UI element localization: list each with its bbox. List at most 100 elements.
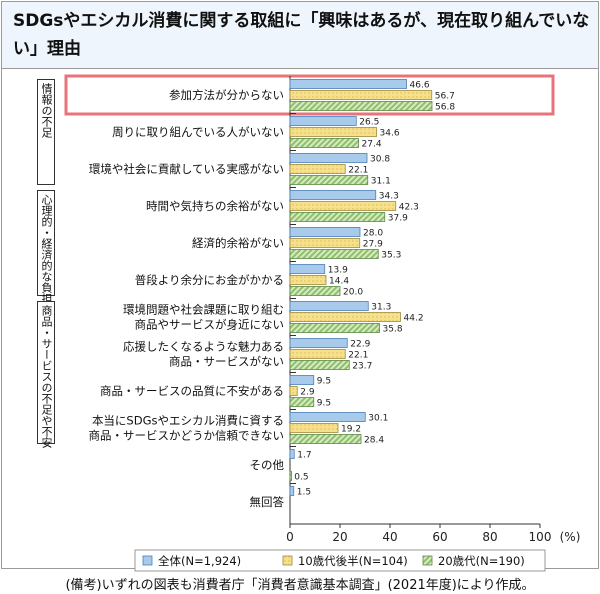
- group-label: 商品・サービスの不足や不安: [40, 305, 53, 448]
- category-label: 環境問題や社会課題に取り組む: [123, 303, 284, 317]
- category-label: 商品・サービスの品質に不安がある: [100, 384, 284, 398]
- bar-value-label: 26.5: [359, 118, 379, 128]
- category-label: その他: [250, 458, 285, 472]
- bar: [289, 312, 401, 322]
- bar-value-label: 27.9: [363, 240, 383, 250]
- category-label: 本当にSDGsやエシカル消費に資する: [92, 414, 284, 428]
- bar-value-label: 0.5: [294, 473, 308, 483]
- bar-value-label: 9.5: [317, 377, 331, 387]
- category-label: 環境や社会に貢献している実感がない: [89, 162, 284, 176]
- bar-value-label: 31.1: [371, 177, 391, 187]
- legend-swatch: [282, 555, 293, 566]
- bar: [289, 153, 368, 163]
- bar: [289, 286, 341, 296]
- bar-value-label: 1.7: [297, 451, 311, 461]
- x-tick-label: 40: [382, 530, 397, 544]
- bar-value-label: 14.4: [329, 277, 349, 287]
- bar: [289, 386, 298, 396]
- bar-value-label: 28.4: [364, 436, 384, 446]
- bar-value-label: 1.5: [297, 488, 311, 498]
- bar-value-label: 30.1: [368, 414, 388, 424]
- category-label: 商品やサービスが身近にない: [135, 318, 285, 332]
- legend-label: 20歳代(N=190): [438, 554, 525, 568]
- category-label: 商品・サービスがない: [169, 355, 284, 369]
- bar-value-label: 2.9: [300, 388, 315, 398]
- bar: [289, 264, 326, 274]
- bar: [289, 175, 369, 185]
- bar: [289, 138, 359, 148]
- bar-value-label: 35.8: [383, 325, 403, 335]
- bar: [289, 275, 327, 285]
- bar: [289, 423, 339, 433]
- bar-value-label: 31.3: [371, 303, 391, 313]
- bar-value-label: 37.9: [388, 214, 408, 224]
- bar-value-label: 35.3: [381, 251, 401, 261]
- bar-value-label: 44.2: [404, 314, 424, 324]
- x-tick-label: 20: [332, 530, 347, 544]
- bar-value-label: 9.5: [317, 399, 331, 409]
- bar-value-label: 22.9: [350, 340, 370, 350]
- bar: [289, 449, 295, 459]
- source-note: (備考)いずれの図表も消費者庁「消費者意識基本調査」(2021年度)により作成。: [65, 578, 535, 593]
- bar: [289, 349, 346, 359]
- legend-swatch: [422, 555, 433, 566]
- group-box-burden: 心理的・経済的な負担: [37, 190, 55, 304]
- title-header: SDGsやエシカル消費に関する取組に「興味はあるが、現在取り組んでいない」理由: [2, 2, 598, 69]
- bar: [289, 397, 315, 407]
- bar-value-label: 56.7: [435, 92, 455, 102]
- bar: [289, 90, 433, 100]
- bar: [289, 101, 433, 111]
- bar: [289, 412, 366, 422]
- bar: [289, 127, 377, 137]
- bar: [289, 301, 369, 311]
- group-label: 心理的・経済的な負担: [40, 194, 53, 304]
- bar: [289, 471, 292, 481]
- category-label: 応援したくなるような魅力ある: [123, 340, 284, 354]
- bar-value-label: 22.1: [348, 351, 368, 361]
- bar-value-label: 30.8: [370, 155, 390, 165]
- category-label: 経済的余裕がない: [192, 236, 284, 250]
- bar-value-label: 34.6: [380, 129, 400, 139]
- bar-value-label: 27.4: [362, 140, 382, 150]
- bar: [289, 338, 348, 348]
- bar-value-label: 19.2: [341, 425, 361, 435]
- bar-value-label: 56.8: [435, 103, 455, 113]
- bar-value-label: 23.7: [352, 362, 372, 372]
- bar: [289, 249, 379, 259]
- figure-frame: SDGsやエシカル消費に関する取組に「興味はあるが、現在取り組んでいない」理由: [1, 1, 599, 569]
- legend-box: [134, 549, 546, 572]
- bar: [289, 212, 386, 222]
- bar: [289, 116, 357, 126]
- group-box-info: 情報の不足: [37, 79, 55, 185]
- x-tick-label: 100: [529, 530, 552, 544]
- bar: [289, 434, 362, 444]
- bar-value-label: 20.0: [343, 288, 363, 298]
- x-tick-label: 60: [432, 530, 447, 544]
- group-box-products: 商品・サービスの不足や不安: [37, 301, 55, 448]
- bar-value-label: 34.3: [379, 192, 399, 202]
- legend-swatch: [142, 555, 153, 566]
- x-tick-label: 80: [482, 530, 497, 544]
- bar-value-label: 28.0: [363, 229, 383, 239]
- bar: [289, 360, 350, 370]
- bar: [289, 201, 397, 211]
- category-label: 商品・サービスかどうか信頼できない: [89, 429, 285, 443]
- highlight-box: [64, 74, 555, 116]
- category-label: 無回答: [250, 495, 285, 509]
- bar: [289, 486, 295, 496]
- x-unit-label: (%): [560, 530, 581, 544]
- bar-value-label: 22.1: [348, 166, 368, 176]
- chart-title: SDGsやエシカル消費に関する取組に「興味はあるが、現在取り組んでいない」理由: [13, 11, 590, 59]
- category-label: 周りに取り組んでいる人がいない: [112, 125, 284, 139]
- bar-value-label: 46.6: [410, 81, 430, 91]
- category-label: 参加方法が分からない: [169, 88, 284, 102]
- bar: [289, 238, 361, 248]
- category-label: 時間や気持ちの余裕がない: [146, 199, 284, 213]
- bar: [289, 79, 407, 89]
- group-label: 情報の不足: [40, 83, 53, 138]
- bar: [289, 375, 315, 385]
- legend-label: 10歳代後半(N=104): [298, 554, 408, 568]
- bar-value-label: 13.9: [328, 266, 348, 276]
